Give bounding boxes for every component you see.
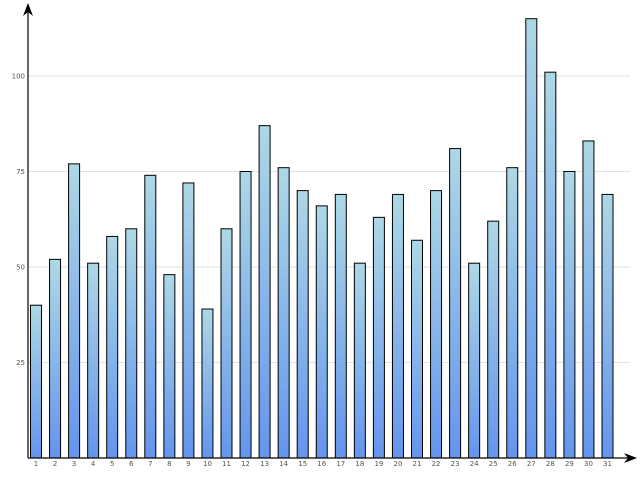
x-axis-tick-labels: 1 2 3 4 5 6 7 8 9 10 11 12 13 14 15 16 17 18 19 20 21 22 23 24 2…: [34, 460, 612, 468]
bar: [487, 220, 500, 459]
bar: [163, 274, 176, 459]
x-tick-label: 3: [72, 460, 76, 468]
bar: [582, 140, 595, 459]
bar: [125, 228, 138, 459]
x-tick-label: 29: [565, 460, 574, 468]
bar: [144, 174, 157, 459]
x-tick-label: 27: [527, 460, 536, 468]
bar: [106, 235, 119, 459]
x-tick-label: 13: [260, 460, 269, 468]
bar: [506, 167, 519, 459]
x-tick-label: 19: [374, 460, 383, 468]
bar: [468, 262, 481, 459]
x-tick-label: 12: [241, 460, 250, 468]
bar: [563, 171, 576, 459]
bars: [30, 18, 614, 459]
bar: [334, 193, 347, 459]
bar: [544, 71, 557, 459]
x-tick-label: 9: [186, 460, 190, 468]
bar: [30, 304, 42, 459]
x-tick-label: 8: [167, 460, 171, 468]
x-tick-label: 15: [298, 460, 307, 468]
x-tick-label: 16: [317, 460, 326, 468]
y-axis-arrow-icon: [23, 3, 33, 16]
bar: [353, 262, 366, 459]
x-tick-label: 14: [279, 460, 288, 468]
x-tick-label: 7: [148, 460, 152, 468]
x-tick-label: 24: [470, 460, 479, 468]
bar: [182, 182, 195, 459]
y-tick-label: 75: [16, 168, 25, 176]
x-tick-label: 23: [451, 460, 460, 468]
x-tick-label: 1: [34, 460, 38, 468]
x-tick-label: 11: [222, 460, 231, 468]
x-tick-label: 2: [53, 460, 57, 468]
axes: [23, 3, 637, 463]
bar: [525, 18, 538, 459]
x-tick-label: 6: [129, 460, 134, 468]
x-tick-label: 5: [110, 460, 114, 468]
bar: [87, 262, 100, 459]
x-tick-label: 10: [203, 460, 212, 468]
bar: [258, 125, 271, 459]
gridlines: [28, 75, 630, 363]
y-tick-label: 100: [12, 73, 25, 81]
bar: [372, 216, 385, 459]
x-tick-label: 17: [336, 460, 345, 468]
bar: [296, 190, 309, 459]
bar: [430, 190, 443, 459]
x-tick-label: 26: [508, 460, 517, 468]
x-axis-arrow-icon: [624, 453, 637, 463]
x-tick-label: 18: [355, 460, 364, 468]
bar: [277, 167, 290, 459]
bar: [601, 193, 614, 459]
bar: [68, 163, 81, 459]
y-tick-label: 50: [16, 264, 25, 272]
bar: [315, 205, 328, 459]
bar: [49, 258, 62, 459]
bar: [391, 193, 404, 459]
bar: [449, 148, 462, 459]
bar: [220, 228, 233, 459]
x-tick-label: 25: [489, 460, 498, 468]
x-tick-label: 30: [584, 460, 593, 468]
bar: [411, 239, 423, 459]
y-axis-tick-labels: 25 50 75 100: [12, 73, 25, 368]
x-tick-label: 28: [546, 460, 555, 468]
y-tick-label: 25: [16, 359, 25, 367]
x-tick-label: 4: [91, 460, 96, 468]
x-tick-label: 20: [393, 460, 402, 468]
x-tick-label: 21: [413, 460, 422, 468]
x-tick-label: 31: [603, 460, 612, 468]
bar: [239, 171, 252, 459]
x-tick-label: 22: [432, 460, 441, 468]
bar: [201, 308, 214, 459]
